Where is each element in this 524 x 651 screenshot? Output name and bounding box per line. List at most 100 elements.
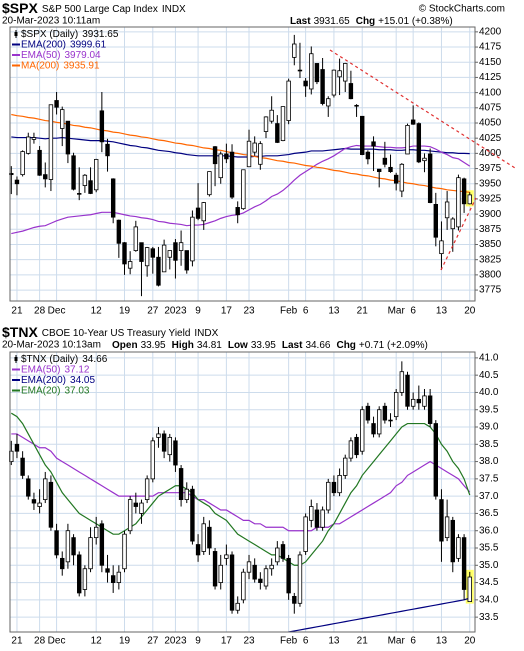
chart-header: $TNX CBOE 10-Year US Treasury Yield INDX bbox=[2, 324, 219, 340]
quote-value: 33.95 bbox=[251, 340, 276, 351]
candle-body bbox=[246, 561, 252, 573]
candle-body bbox=[37, 149, 42, 176]
quote: Last 3931.65 Chg +15.01 (+0.38%) bbox=[290, 16, 453, 27]
legend-value: 37.12 bbox=[64, 364, 89, 375]
quote: Open 33.95 High 34.81 Low 33.95 Last 34.66 Chg +0… bbox=[112, 340, 428, 351]
x-tick-label: 19 bbox=[119, 636, 131, 647]
moving-average-line bbox=[11, 433, 471, 532]
candle-body bbox=[331, 69, 337, 96]
chart-title: S&P 500 Large Cap Index bbox=[42, 4, 158, 15]
quote-label: Last bbox=[282, 340, 303, 351]
watermark: © StockCharts.com bbox=[419, 4, 505, 15]
candle-body bbox=[77, 193, 82, 195]
candle-body bbox=[156, 256, 161, 286]
candle-body bbox=[14, 443, 20, 452]
candle-body bbox=[309, 506, 314, 521]
candle-body bbox=[110, 575, 116, 583]
legend-value: 34.05 bbox=[70, 375, 95, 386]
y-tick-label: 3875 bbox=[479, 224, 502, 235]
candle-body bbox=[105, 143, 110, 157]
quote-date: 20-Mar-2023 10:13am bbox=[2, 340, 101, 351]
candle-body bbox=[343, 457, 348, 476]
y-tick-label: 4075 bbox=[479, 102, 502, 113]
y-tick-label: 41.0 bbox=[479, 353, 499, 364]
trend-line bbox=[440, 197, 477, 271]
y-tick-label: 3800 bbox=[479, 270, 502, 281]
candle-body bbox=[105, 568, 110, 573]
candle-body bbox=[337, 475, 342, 494]
candle-body bbox=[246, 140, 252, 168]
plot-frame bbox=[9, 351, 476, 633]
candle-body bbox=[427, 153, 433, 203]
candle-body bbox=[99, 523, 105, 566]
candle-body bbox=[399, 371, 405, 393]
y-tick-label: 4025 bbox=[479, 133, 502, 144]
x-tick-label: 21 bbox=[357, 306, 369, 317]
candle-body bbox=[297, 69, 303, 72]
candle-body bbox=[461, 178, 467, 205]
candle-body bbox=[195, 544, 201, 556]
candle-body bbox=[82, 174, 88, 186]
candle-body bbox=[416, 123, 422, 163]
candle-body bbox=[54, 530, 59, 556]
candle-body bbox=[241, 571, 246, 601]
quote-value: 34.81 bbox=[197, 340, 222, 351]
candle-body bbox=[190, 488, 195, 542]
y-tick-label: 4100 bbox=[479, 87, 502, 98]
candle-body bbox=[184, 488, 189, 501]
candle-body bbox=[263, 116, 269, 132]
x-tick-label: 19 bbox=[119, 306, 131, 317]
candle-body bbox=[427, 395, 433, 424]
candle-body bbox=[224, 554, 229, 559]
candle-body bbox=[122, 533, 127, 570]
candle-body bbox=[456, 177, 461, 228]
quote-value: +15.01 (+0.38%) bbox=[378, 16, 453, 27]
candle-body bbox=[139, 502, 144, 514]
candle-body bbox=[354, 436, 359, 456]
candle-body bbox=[439, 240, 444, 255]
candle-body bbox=[144, 478, 150, 501]
candle-body bbox=[201, 523, 206, 552]
x-tick-label: Feb bbox=[280, 306, 298, 317]
candle-body bbox=[422, 395, 427, 407]
legend-entry: EMA(200) 3999.61 bbox=[21, 39, 107, 50]
candle-body bbox=[354, 104, 359, 107]
candle-body bbox=[133, 226, 139, 251]
x-tick-label: 28 bbox=[34, 306, 46, 317]
candle-body bbox=[405, 125, 410, 155]
candle-body bbox=[314, 63, 320, 83]
moving-average-line bbox=[10, 412, 471, 566]
chart-header: $SPX S&P 500 Large Cap Index INDX bbox=[2, 0, 186, 16]
x-tick-label: 20 bbox=[464, 306, 476, 317]
candle-body bbox=[393, 392, 399, 418]
x-tick-label: 6 bbox=[303, 636, 309, 647]
candle-body bbox=[258, 143, 263, 165]
candle-body bbox=[467, 576, 472, 602]
legend-entry: $SPX (Daily) 3931.65 bbox=[21, 29, 119, 40]
candle-body bbox=[280, 106, 286, 142]
y-tick-label: 3900 bbox=[479, 209, 502, 220]
y-tick-label: 4200 bbox=[479, 27, 502, 38]
candle-body bbox=[37, 502, 42, 507]
candle-body bbox=[60, 109, 65, 129]
candle-body bbox=[252, 142, 257, 153]
candle-body bbox=[348, 440, 354, 459]
candle-body bbox=[286, 557, 291, 594]
y-tick-label: 4050 bbox=[479, 118, 502, 129]
candle-body bbox=[252, 564, 257, 580]
x-tick-label: 6 bbox=[410, 306, 416, 317]
legend-entry: MA(200) 3935.91 bbox=[21, 60, 100, 71]
candle-body bbox=[326, 481, 331, 511]
quote-label: Low bbox=[228, 340, 248, 351]
exchange: INDX bbox=[162, 4, 186, 15]
y-tick-label: 35.5 bbox=[479, 543, 499, 554]
candle-body bbox=[201, 202, 206, 222]
candle-body bbox=[229, 554, 235, 611]
y-tick-label: 35.0 bbox=[479, 560, 499, 571]
x-tick-label: 20 bbox=[464, 636, 476, 647]
candle-body bbox=[54, 100, 59, 108]
candle-body bbox=[343, 63, 348, 82]
candle-body bbox=[388, 166, 393, 172]
quote-value: 34.66 bbox=[305, 340, 330, 351]
